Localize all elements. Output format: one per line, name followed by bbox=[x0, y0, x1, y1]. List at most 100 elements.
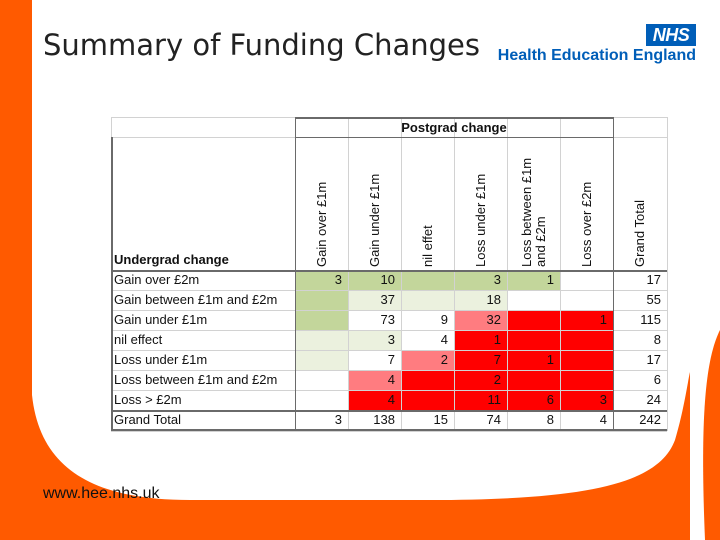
shaded-cell bbox=[295, 350, 348, 370]
value-cell: 3 bbox=[387, 332, 395, 347]
shaded-cell bbox=[454, 330, 507, 350]
shaded-cell bbox=[295, 330, 348, 350]
shaded-cell bbox=[401, 390, 454, 410]
value-cell: 15 bbox=[433, 412, 448, 427]
shaded-cell bbox=[348, 370, 401, 390]
value-cell: 7 bbox=[493, 352, 501, 367]
undergrad-change-label: Undergrad change bbox=[114, 252, 229, 267]
value-cell: 73 bbox=[380, 312, 395, 327]
column-header: Loss between £1m and £2m bbox=[518, 157, 548, 267]
slide-title: Summary of Funding Changes bbox=[43, 28, 480, 62]
value-cell: 37 bbox=[380, 292, 395, 307]
row-label: Loss > £2m bbox=[114, 392, 182, 407]
value-cell: 4 bbox=[599, 412, 607, 427]
column-header: Gain over £1m bbox=[313, 181, 329, 267]
footer-url: www.hee.nhs.uk bbox=[43, 485, 160, 502]
shaded-cell bbox=[560, 390, 613, 410]
value-cell: 2 bbox=[493, 372, 501, 387]
value-cell: 3 bbox=[493, 272, 501, 287]
shaded-cell bbox=[560, 350, 613, 370]
value-cell: 32 bbox=[486, 312, 501, 327]
shaded-cell bbox=[401, 370, 454, 390]
shaded-cell bbox=[454, 310, 507, 330]
value-cell: 3 bbox=[599, 392, 607, 407]
shaded-cell bbox=[295, 310, 348, 330]
value-cell: 8 bbox=[546, 412, 554, 427]
shaded-cell bbox=[401, 290, 454, 310]
value-cell: 18 bbox=[486, 292, 501, 307]
value-cell: 9 bbox=[440, 312, 448, 327]
shaded-cell bbox=[507, 330, 560, 350]
grid-line bbox=[111, 330, 667, 331]
grid-line bbox=[667, 117, 668, 431]
value-cell: 74 bbox=[486, 412, 501, 427]
row-label: Gain between £1m and £2m bbox=[114, 292, 278, 307]
value-cell: 6 bbox=[546, 392, 554, 407]
column-header: Grand Total bbox=[632, 200, 647, 267]
shaded-cell bbox=[454, 270, 507, 290]
shaded-cell bbox=[348, 390, 401, 410]
table-border bbox=[295, 117, 613, 119]
value-cell: 1 bbox=[493, 332, 501, 347]
grid-line bbox=[560, 117, 561, 431]
value-cell: 1 bbox=[599, 312, 607, 327]
table-border bbox=[111, 410, 667, 412]
value-cell: 6 bbox=[653, 372, 661, 387]
table-border bbox=[111, 429, 667, 431]
grid-line bbox=[111, 370, 667, 371]
row-label: nil effect bbox=[114, 332, 163, 347]
grid-line bbox=[111, 431, 667, 432]
value-cell: 10 bbox=[380, 272, 395, 287]
column-header: nil effet bbox=[419, 225, 435, 267]
value-cell: 4 bbox=[440, 332, 448, 347]
table-border bbox=[295, 117, 296, 431]
shaded-cell bbox=[507, 310, 560, 330]
shaded-cell bbox=[295, 270, 348, 290]
table-border bbox=[295, 137, 613, 138]
grid-line bbox=[401, 117, 402, 431]
value-cell: 4 bbox=[387, 392, 395, 407]
table-border bbox=[111, 270, 667, 272]
column-header: Gain under £1m bbox=[366, 173, 382, 267]
value-cell: 17 bbox=[646, 352, 661, 367]
value-cell: 7 bbox=[387, 352, 395, 367]
value-cell: 4 bbox=[387, 372, 395, 387]
table-border bbox=[111, 137, 113, 431]
grid-line bbox=[111, 390, 667, 391]
value-cell: 24 bbox=[646, 392, 661, 407]
row-label: Gain under £1m bbox=[114, 312, 208, 327]
shaded-cell bbox=[348, 290, 401, 310]
value-cell: 1 bbox=[546, 352, 554, 367]
shaded-cell bbox=[454, 290, 507, 310]
nhs-badge: NHS bbox=[646, 24, 696, 46]
postgrad-change-header: Postgrad change bbox=[401, 120, 507, 135]
value-cell: 8 bbox=[653, 332, 661, 347]
grid-line bbox=[111, 290, 667, 291]
shaded-cell bbox=[348, 270, 401, 290]
value-cell: 242 bbox=[639, 412, 661, 427]
shaded-cell bbox=[295, 290, 348, 310]
shaded-cell bbox=[401, 350, 454, 370]
column-header: Loss under £1m bbox=[472, 173, 488, 267]
shaded-cell bbox=[507, 270, 560, 290]
grid-line bbox=[454, 117, 455, 431]
shaded-cell bbox=[401, 270, 454, 290]
row-label: Loss under £1m bbox=[114, 352, 208, 367]
funding-changes-table: Postgrad change Undergrad change Gain over… bbox=[111, 117, 668, 432]
value-cell: 11 bbox=[487, 392, 502, 407]
shaded-cell bbox=[507, 350, 560, 370]
grand-total-label: Grand Total bbox=[114, 412, 181, 427]
shaded-cell bbox=[454, 390, 507, 410]
shaded-cell bbox=[348, 330, 401, 350]
shaded-cell bbox=[454, 350, 507, 370]
row-label: Loss between £1m and £2m bbox=[114, 372, 278, 387]
shaded-cell bbox=[507, 390, 560, 410]
value-cell: 3 bbox=[334, 272, 342, 287]
row-label: Gain over £2m bbox=[114, 272, 200, 287]
shaded-cell bbox=[560, 310, 613, 330]
table-border bbox=[613, 117, 614, 431]
value-cell: 55 bbox=[646, 292, 661, 307]
shaded-cell bbox=[507, 370, 560, 390]
grid-line bbox=[507, 117, 508, 431]
